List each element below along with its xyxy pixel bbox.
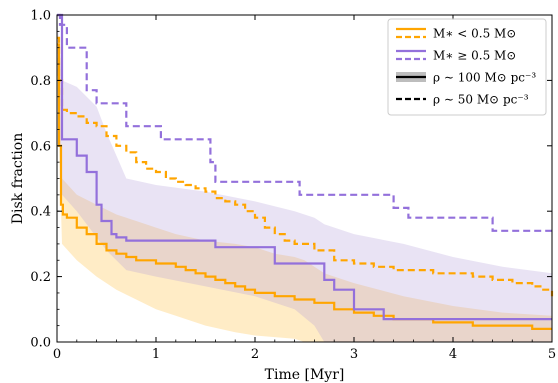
x-tick-label: 5 [548,347,556,362]
x-tick-label: 1 [152,347,160,362]
legend-label-rho_100: ρ ∼ 100 M⊙ pc⁻³ [433,71,536,85]
legend-label-high_mass: M∗ ≥ 0.5 M⊙ [433,49,516,63]
x-tick-label: 3 [350,347,358,362]
x-tick-label: 0 [53,347,61,362]
x-tick-label: 4 [449,347,457,362]
line-low_mass-solid [57,43,552,330]
y-tick-label: 0.6 [30,139,51,154]
y-axis-label: Disk fraction [10,133,26,224]
band-low_mass [57,15,552,342]
y-tick-label: 0.8 [30,74,51,89]
x-axis-label: Time [Myr] [265,367,345,383]
y-tick-label: 1.0 [30,9,51,24]
line-low_mass-dashed [57,36,554,297]
legend: M∗ < 0.5 M⊙ M∗ ≥ 0.5 M⊙ ρ ∼ 100 M⊙ pc⁻³ ρ ∼… [387,18,547,116]
series-lines [57,13,554,330]
legend-label-low_mass: M∗ < 0.5 M⊙ [433,27,516,41]
line-high_mass-dashed [57,13,552,232]
x-tick-label: 2 [251,347,259,362]
uncertainty-bands [57,15,552,342]
legend-box [387,18,547,116]
y-tick-label: 0.0 [30,336,51,351]
axes: 0 1 2 3 4 5 0.0 0.2 0.4 0.6 0.8 1.0 [30,9,556,363]
legend-label-rho_50: ρ ∼ 50 M⊙ pc⁻³ [433,93,529,107]
line-high_mass-solid [57,13,552,321]
band-high_mass [57,15,552,342]
y-tick-label: 0.2 [30,270,51,285]
y-tick-label: 0.4 [30,205,51,220]
